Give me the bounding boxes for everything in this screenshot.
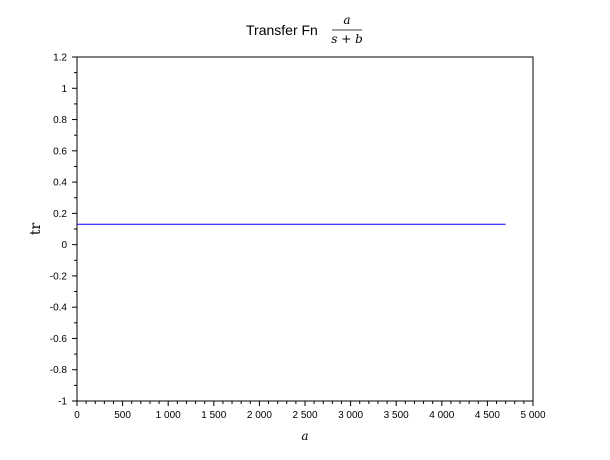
x-tick-label: 4 000	[429, 410, 454, 421]
y-axis: -1 -0.8 -0.6 -0.4 -0.2 0 0.2 0.4 0.6 0.8 1 1.2	[50, 53, 77, 408]
title-numerator: a	[343, 13, 350, 27]
x-tick-label: 500	[114, 410, 131, 421]
y-tick-label: -0.6	[50, 334, 68, 345]
x-tick-label: 3 000	[338, 410, 363, 421]
chart-title-text: Transfer Fn	[246, 22, 318, 38]
x-axis: 0 500 1 000 1 500 2 000 2 500 3 000 3 500 4 000 4…	[74, 401, 546, 421]
x-axis-label: a	[301, 429, 308, 443]
x-tick-label: 2 000	[247, 410, 272, 421]
y-tick-label: -0.8	[50, 365, 68, 376]
y-tick-label: 0	[61, 240, 67, 251]
x-tick-label: 2 500	[292, 410, 317, 421]
plot-area	[76, 56, 534, 402]
y-tick-label: -0.4	[50, 303, 68, 314]
title-denominator: s + b	[331, 32, 363, 46]
y-tick-label: 1	[61, 84, 67, 95]
y-tick-label: -0.2	[50, 271, 68, 282]
x-tick-label: 5 000	[520, 410, 545, 421]
x-tick-label: 3 500	[384, 410, 409, 421]
x-tick-label: 1 000	[156, 410, 181, 421]
x-tick-label: 0	[74, 410, 80, 421]
x-tick-label: 4 500	[475, 410, 500, 421]
y-tick-label: 0.4	[53, 178, 67, 189]
y-tick-label: 1.2	[53, 53, 67, 64]
y-tick-label: -1	[58, 397, 67, 408]
y-tick-label: 0.2	[53, 209, 67, 220]
chart-title: Transfer Fn a s + b	[246, 13, 363, 46]
x-tick-label: 1 500	[201, 410, 226, 421]
y-tick-label: 0.6	[53, 146, 67, 157]
y-tick-label: 0.8	[53, 115, 67, 126]
y-axis-label: tr	[28, 223, 44, 236]
